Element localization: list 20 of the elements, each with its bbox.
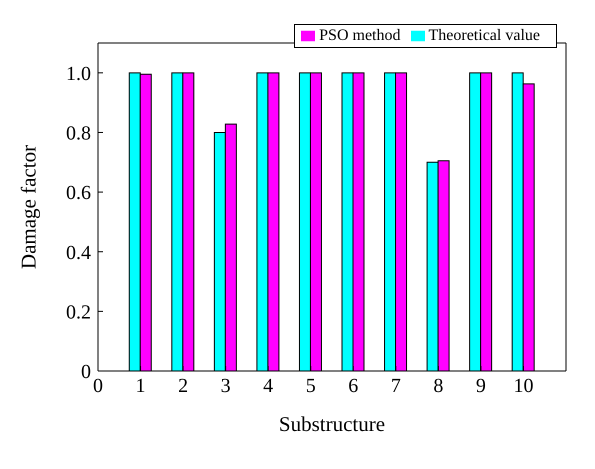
- x-tick-label: 1: [136, 375, 146, 398]
- y-tick-label: 1.0: [66, 62, 91, 85]
- y-tick-label: 0.4: [66, 242, 91, 264]
- y-tick-label: 0: [81, 361, 91, 384]
- y-axis-title: Damage factor: [16, 144, 40, 270]
- x-axis-title: Substructure: [278, 412, 386, 436]
- x-tick-label: 2: [178, 375, 188, 398]
- x-tick-label: 6: [348, 375, 358, 398]
- x-tick-label: 9: [476, 375, 486, 398]
- legend-label: PSO method: [319, 27, 400, 44]
- x-tick-label: 4: [263, 375, 274, 398]
- x-tick-label: 7: [390, 375, 401, 398]
- y-tick-label: 0.6: [66, 182, 91, 204]
- y-tick-label: 0.2: [66, 301, 91, 324]
- x-tick-label: 5: [306, 375, 316, 398]
- x-tick-label: 8: [433, 375, 444, 398]
- y-tick-label: 0.8: [66, 122, 91, 145]
- x-tick-label: 3: [220, 375, 231, 398]
- x-tick-label: 10: [513, 375, 534, 398]
- legend-label: Theoretical value: [428, 27, 540, 44]
